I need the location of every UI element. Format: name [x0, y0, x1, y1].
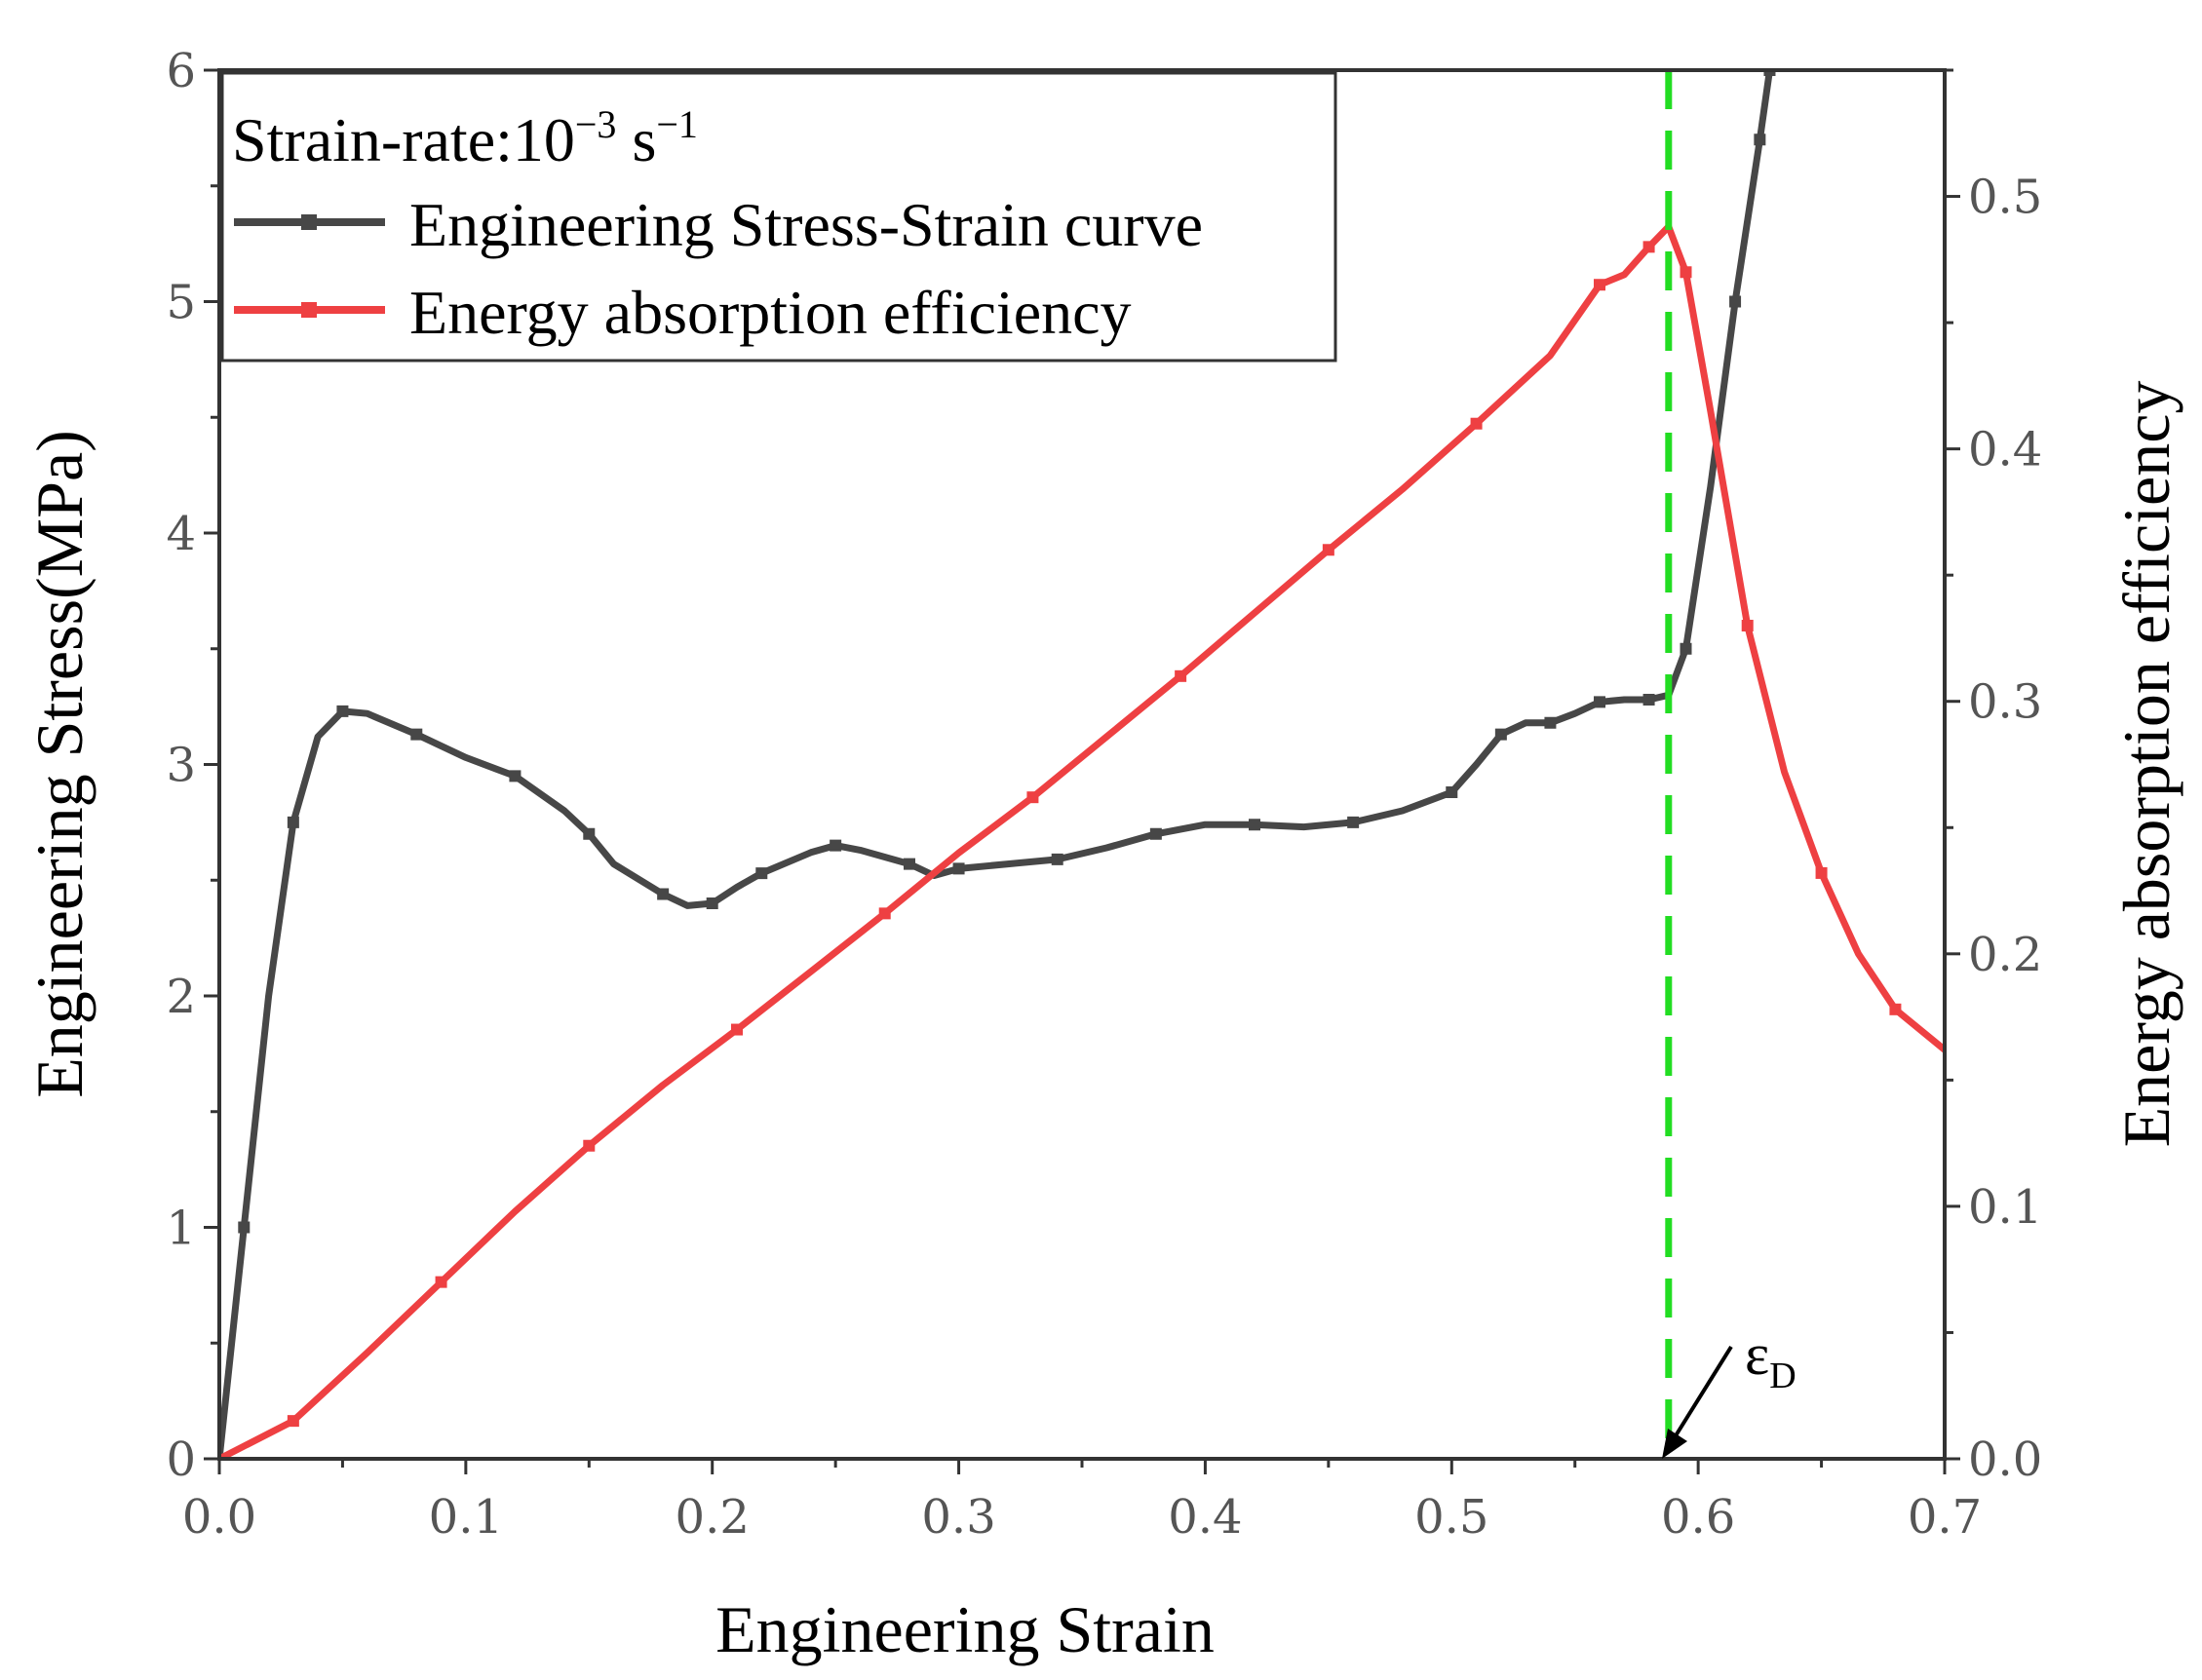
series-point-1: [435, 1276, 447, 1288]
plot-frame: [217, 68, 1947, 1461]
y2-tick-label: 0.2: [1968, 928, 2042, 982]
series-point-0: [904, 858, 915, 870]
series-point-1: [1815, 866, 1828, 879]
series-point-0: [706, 897, 718, 909]
x-tick-label: 0.5: [1414, 1490, 1488, 1545]
x-tick-label: 0.1: [429, 1490, 503, 1545]
series-point-1: [878, 907, 891, 920]
annotation-label: εD: [1745, 1322, 1796, 1396]
series-point-0: [1494, 728, 1507, 741]
annotation-symbol: ε: [1745, 1322, 1769, 1387]
series-point-1: [1741, 620, 1754, 631]
series-point-1: [1889, 1003, 1902, 1015]
x-tick-label: 0.7: [1908, 1490, 1982, 1545]
series-point-1: [1322, 544, 1334, 556]
x-tick-label: 0.4: [1168, 1490, 1242, 1545]
series-point-0: [1642, 694, 1655, 706]
series-point-1: [1026, 791, 1039, 804]
y2-tick-label: 0.4: [1968, 423, 2042, 477]
series-point-1: [1594, 279, 1605, 291]
x-tick-label: 0.0: [182, 1490, 256, 1545]
y2-tick-label: 0.1: [1968, 1180, 2042, 1235]
annotation-arrow-shaft: [1673, 1345, 1733, 1439]
y2-tick-label: 0.3: [1968, 675, 2042, 730]
legend-entry-stress: Engineering Stress-Strain curve: [409, 190, 1203, 259]
y2-tick-label: 0.0: [1968, 1432, 2042, 1487]
series-point-0: [1763, 70, 1776, 76]
series-line-1: [219, 223, 1945, 1459]
legend-swatch-stress-marker: [301, 214, 317, 230]
tick-layer: 0.0 0.1 0.2 0.3 0.4 0.5 0.6 0.7 0 1 2 3 4 5 6 0.0 0.1 0.2…: [166, 44, 2042, 1545]
series-point-0: [1446, 786, 1458, 798]
series-point-1: [287, 1415, 299, 1428]
series-point-1: [1642, 241, 1655, 253]
series-point-0: [755, 867, 768, 880]
y2-axis-title: Energy absorption efficiency: [2109, 381, 2183, 1148]
series-point-0: [1249, 819, 1260, 831]
y-axis-title: Engineering Stress(MPa): [22, 430, 97, 1098]
series-point-0: [1347, 816, 1360, 828]
legend-header-unit: s: [616, 105, 656, 174]
series-point-0: [336, 705, 349, 717]
series-point-0: [238, 1221, 251, 1234]
series-point-1: [1175, 669, 1187, 682]
series-point-1: [583, 1139, 596, 1152]
x-tick-label: 0.6: [1661, 1490, 1735, 1545]
series-point-0: [1594, 696, 1605, 708]
series-point-1: [1470, 417, 1483, 430]
legend-swatch-efficiency-marker: [301, 302, 317, 318]
y-tick-label: 3: [166, 739, 196, 793]
series-point-0: [1680, 642, 1692, 655]
annotation-subscript: D: [1769, 1355, 1796, 1396]
series-point-0: [1149, 827, 1162, 840]
series-point-1: [1680, 266, 1692, 279]
densification-annotation: εD: [1662, 1322, 1796, 1459]
y-tick-label: 0: [166, 1432, 196, 1487]
series-point-1: [731, 1023, 743, 1036]
series-point-0: [830, 839, 842, 852]
x-axis-title: Engineering Strain: [715, 1592, 1215, 1666]
series-point-0: [509, 770, 522, 783]
legend-header-exp: −3: [575, 102, 617, 146]
series-point-0: [1754, 134, 1766, 146]
legend-header-unit-exp: −1: [656, 102, 698, 146]
series-point-0: [657, 888, 670, 900]
y-tick-label: 6: [166, 44, 196, 98]
series-point-0: [583, 827, 596, 840]
legend-header: Strain-rate:10−3 s−1: [232, 102, 698, 174]
series-point-0: [1051, 853, 1063, 865]
annotation-arrow-head: [1662, 1429, 1687, 1459]
x-tick-label: 0.2: [676, 1490, 750, 1545]
series-point-0: [1729, 295, 1742, 308]
legend-box: [220, 71, 1337, 363]
series-point-0: [952, 862, 965, 875]
series-point-0: [410, 728, 423, 741]
legend: Strain-rate:10−3 s−1 Engineering Stress-…: [220, 71, 1337, 363]
series-point-0: [1544, 716, 1557, 729]
y-tick-label: 4: [166, 507, 196, 561]
series-point-0: [287, 816, 299, 828]
legend-entry-efficiency: Energy absorption efficiency: [409, 278, 1132, 347]
y-tick-label: 1: [166, 1202, 196, 1256]
legend-header-prefix: Strain-rate:10: [232, 105, 575, 174]
y-tick-label: 2: [166, 970, 196, 1024]
y2-tick-label: 0.5: [1968, 171, 2042, 225]
series-layer: [219, 70, 1945, 1459]
y-tick-label: 5: [166, 276, 196, 330]
x-tick-label: 0.3: [921, 1490, 995, 1545]
